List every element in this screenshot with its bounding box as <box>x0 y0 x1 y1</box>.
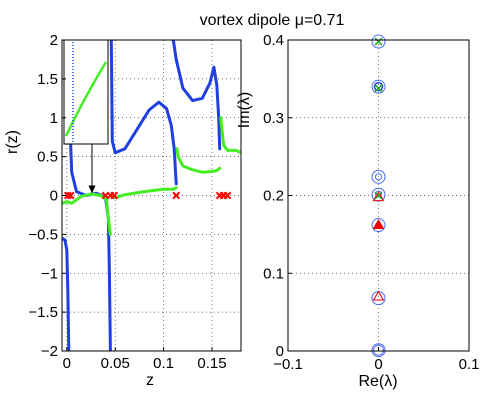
left-x-marker <box>110 191 119 200</box>
left-xtick-label: 0.15 <box>197 355 226 372</box>
right-ytick-label: 0.4 <box>263 32 284 49</box>
left-series-0-curve <box>171 40 222 151</box>
right-ylabel: Im(λ) <box>236 92 253 128</box>
red-filled-triangle-point <box>372 219 385 230</box>
blue-circle-point <box>373 81 384 92</box>
right-xtick-label: −0.1 <box>273 356 303 373</box>
left-ylabel: r(z) <box>4 130 21 154</box>
blue-circle-point <box>371 34 386 49</box>
left-series-1-curve <box>175 147 222 174</box>
left-ytick-label: 0.5 <box>37 149 58 166</box>
right-xlabel: Re(λ) <box>358 373 397 390</box>
right-ticks: −0.1 0 0.100.10.20.30.4 <box>263 32 479 373</box>
right-ytick-label: 0.2 <box>263 188 284 205</box>
left-ytick-label: −0.5 <box>28 226 58 243</box>
left-ytick-label: −2 <box>41 343 58 360</box>
inset <box>63 39 109 194</box>
left-x-marker <box>172 191 181 200</box>
red-triangle-point <box>372 190 385 202</box>
left-xtick-label: 0.1 <box>153 355 174 372</box>
left-series-0-curve <box>62 236 71 351</box>
left-series-1-curve <box>62 192 112 236</box>
blue-circle-point <box>371 169 386 184</box>
left-series-0-curve <box>109 40 178 186</box>
left-x-marker <box>223 191 232 200</box>
blue-circle-point <box>371 187 386 202</box>
green-cross-point <box>374 37 383 46</box>
left-ytick-label: 2 <box>50 32 58 49</box>
blue-circle-point <box>371 79 386 94</box>
right-xtick-label: 0.1 <box>459 356 480 373</box>
left-x-marker <box>66 191 75 200</box>
left-ytick-label: −1 <box>41 265 58 282</box>
figure-title: vortex dipole μ=0.71 <box>200 12 345 29</box>
left-ticks: 0 0.05 0.1 0.15 −2 −1.5 −1 −0.5 0 0.5 1 1.5 2 <box>28 32 226 372</box>
left-ytick-label: 1 <box>50 110 58 127</box>
left-ytick-label: 0 <box>50 188 58 205</box>
green-cross-point <box>374 191 383 200</box>
right-ytick-label: 0.1 <box>263 265 284 282</box>
left-series-1-curve <box>111 186 178 200</box>
left-markers <box>63 191 232 200</box>
left-series-1-curve <box>219 116 241 155</box>
blue-circle-point <box>371 218 386 233</box>
left-xlabel: z <box>146 372 154 389</box>
right-points <box>371 34 386 358</box>
blue-circle-point <box>373 344 384 356</box>
right-xtick-label: 0 <box>374 356 382 373</box>
left-xtick-label: 0 <box>63 355 71 372</box>
green-cross-point <box>374 84 383 93</box>
right-ytick-label: 0 <box>276 343 284 360</box>
left-xtick-label: 0.05 <box>101 355 130 372</box>
red-triangle-point <box>372 290 385 301</box>
blue-dot-point <box>375 173 382 181</box>
inset-arrow-head <box>88 185 96 194</box>
blue-circle-point <box>371 343 386 358</box>
left-ytick-label: −1.5 <box>28 304 58 321</box>
right-plot: −0.1 0 0.100.10.20.30.4 Re(λ) Im(λ) <box>236 32 479 390</box>
right-ytick-label: 0.3 <box>263 110 284 127</box>
left-plot: 0 0.05 0.1 0.15 −2 −1.5 −1 −0.5 0 0.5 1 1.5 2 z r(z) <box>4 32 242 389</box>
left-ytick-label: 1.5 <box>37 71 58 88</box>
inset-green-curve <box>64 61 108 137</box>
